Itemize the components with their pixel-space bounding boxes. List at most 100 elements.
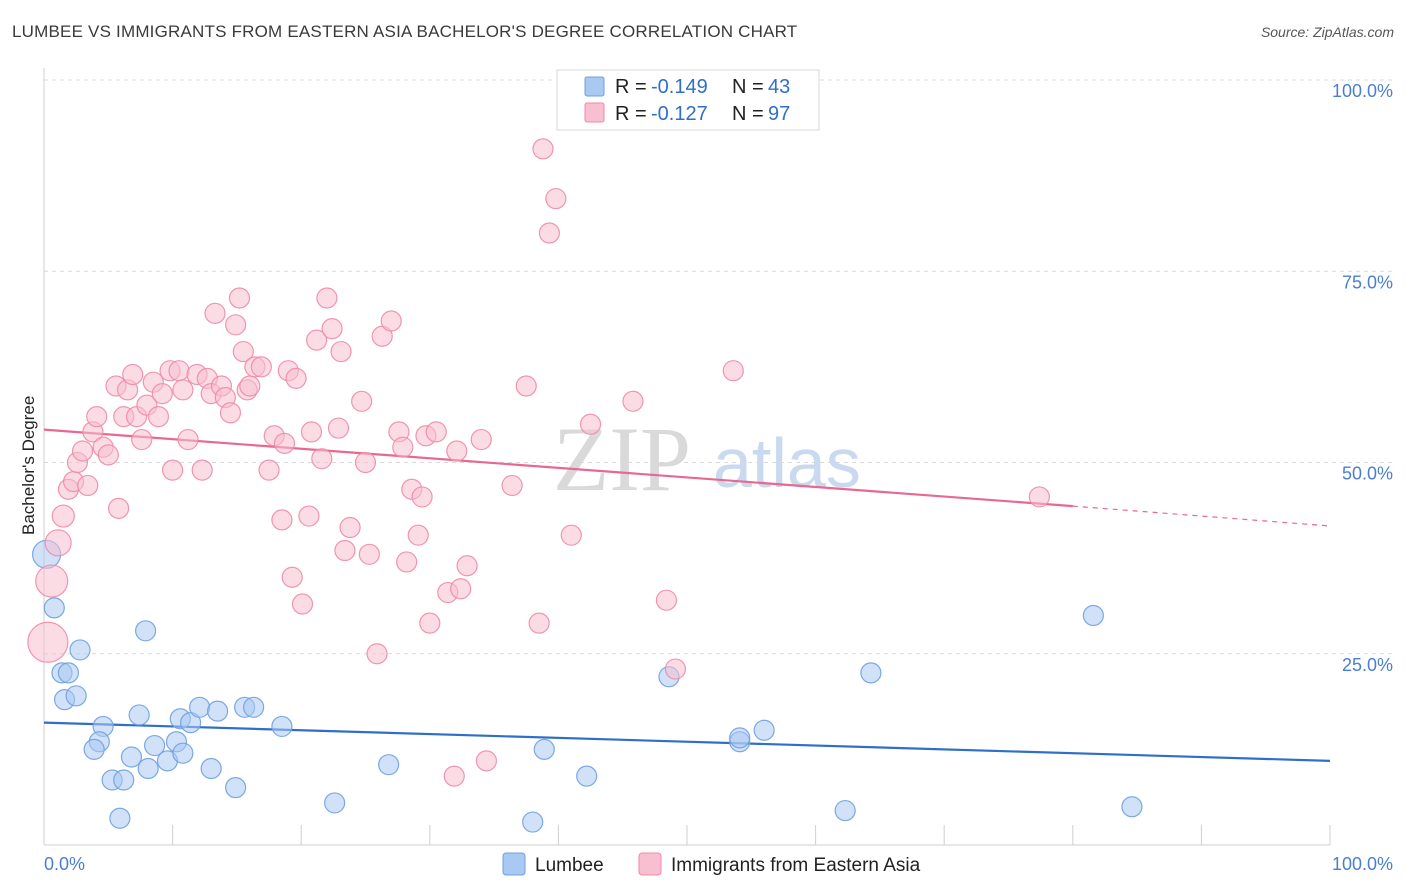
immigrants-point: [334, 539, 356, 562]
immigrants-point: [107, 497, 130, 519]
legend-n-label: N =: [732, 76, 764, 98]
immigrants-point: [291, 593, 314, 615]
y-tick-label: 75.0%: [1342, 272, 1393, 292]
immigrants-point: [358, 543, 380, 565]
immigrants-point: [97, 444, 119, 466]
immigrants-point: [664, 658, 687, 680]
lumbee-point: [243, 696, 265, 718]
lumbee-point: [172, 742, 194, 764]
immigrants-point: [380, 310, 402, 332]
watermark-zip: ZIP: [553, 408, 691, 510]
immigrants-point: [501, 474, 523, 497]
lumbee-point: [834, 799, 856, 822]
lumbee-point: [134, 620, 157, 642]
immigrants-point: [298, 505, 320, 527]
lumbee-point: [65, 685, 87, 707]
y-tick-label: 50.0%: [1342, 464, 1393, 484]
immigrants-point: [560, 524, 582, 546]
data-points: [27, 138, 1143, 833]
immigrants-point: [446, 440, 468, 462]
legend-n-value-immigrants: 97: [768, 103, 790, 125]
series-legend-swatch-immigrants: [638, 852, 662, 876]
immigrants-point: [306, 329, 328, 351]
immigrants-point: [538, 222, 560, 244]
y-tick-labels: 25.0% 50.0% 75.0% 100.0%: [1332, 81, 1393, 675]
lumbee-point: [271, 715, 293, 738]
stats-legend: R = -0.149 N = 43 R = -0.127 N = 97: [556, 69, 820, 131]
immigrants-point: [273, 432, 296, 454]
immigrants-point: [425, 421, 447, 443]
immigrants-point: [44, 529, 72, 557]
immigrants-point: [545, 187, 567, 210]
immigrants-point: [450, 578, 472, 600]
lumbee-point: [533, 738, 555, 760]
lumbee-point: [109, 807, 131, 829]
immigrants-point: [162, 459, 184, 481]
lumbee-point: [189, 696, 211, 718]
chart-title: LUMBEE VS IMMIGRANTS FROM EASTERN ASIA B…: [12, 22, 798, 41]
immigrants-point: [27, 621, 69, 663]
lumbee-point: [57, 662, 80, 684]
series-legend: Lumbee Immigrants from Eastern Asia: [502, 852, 921, 876]
immigrants-point: [172, 379, 194, 401]
lumbee-point: [860, 662, 882, 684]
legend-n-label: N =: [732, 103, 764, 125]
lumbee-point: [378, 754, 400, 776]
immigrants-point: [396, 551, 418, 573]
immigrants-point: [177, 428, 199, 451]
chart-source: Source: ZipAtlas.com: [1260, 24, 1394, 40]
immigrants-point: [300, 421, 323, 443]
immigrants-point: [35, 564, 69, 598]
series-legend-label-immigrants: Immigrants from Eastern Asia: [671, 855, 921, 876]
immigrants-trend-extension: [1072, 505, 1331, 527]
immigrants-point: [225, 314, 247, 336]
y-axis-label: Bachelor's Degree: [19, 396, 38, 535]
lumbee-point: [1121, 796, 1143, 818]
immigrants-point: [470, 428, 492, 451]
legend-r-label: R =: [615, 103, 647, 125]
y-tick-label: 25.0%: [1342, 655, 1393, 675]
lumbee-point: [43, 597, 65, 619]
immigrants-point: [321, 318, 343, 340]
lumbee-point: [69, 639, 91, 661]
immigrants-point: [622, 390, 644, 412]
immigrants-point: [232, 340, 254, 363]
series-legend-label-lumbee: Lumbee: [535, 855, 604, 876]
lumbee-point: [137, 757, 159, 780]
immigrants-point: [443, 765, 465, 787]
immigrants-point: [311, 448, 333, 470]
immigrants-point: [316, 287, 338, 309]
immigrants-point: [191, 459, 213, 481]
lumbee-point: [324, 792, 346, 814]
immigrants-point: [151, 383, 173, 405]
immigrants-point: [354, 451, 377, 474]
immigrants-point: [655, 589, 678, 611]
legend-r-value-lumbee: -0.149: [651, 76, 708, 98]
immigrants-point: [475, 750, 497, 772]
lumbee-point: [113, 769, 135, 791]
lumbee-point: [576, 765, 598, 787]
x-tick-labels: 0.0% 100.0%: [44, 854, 1393, 874]
immigrants-point: [722, 360, 744, 382]
lumbee-point: [128, 704, 150, 726]
lumbee-point: [1082, 604, 1104, 627]
immigrants-point: [71, 440, 94, 462]
immigrants-point: [228, 287, 251, 309]
lumbee-point: [83, 738, 105, 760]
immigrants-point: [147, 406, 170, 428]
immigrants-point: [281, 566, 303, 588]
immigrants-point: [351, 390, 373, 412]
lumbee-point: [200, 757, 222, 780]
immigrants-point: [407, 524, 429, 546]
lumbee-point: [522, 811, 544, 833]
immigrants-point: [285, 367, 307, 389]
lumbee-point: [753, 719, 775, 741]
x-tick-label: 0.0%: [44, 854, 85, 874]
immigrants-point: [1028, 486, 1050, 508]
immigrants-point: [579, 413, 602, 435]
y-tick-label: 100.0%: [1332, 81, 1393, 101]
axes: [43, 68, 1331, 846]
immigrants-trend-line: [43, 428, 1073, 508]
immigrants-point: [131, 428, 153, 451]
